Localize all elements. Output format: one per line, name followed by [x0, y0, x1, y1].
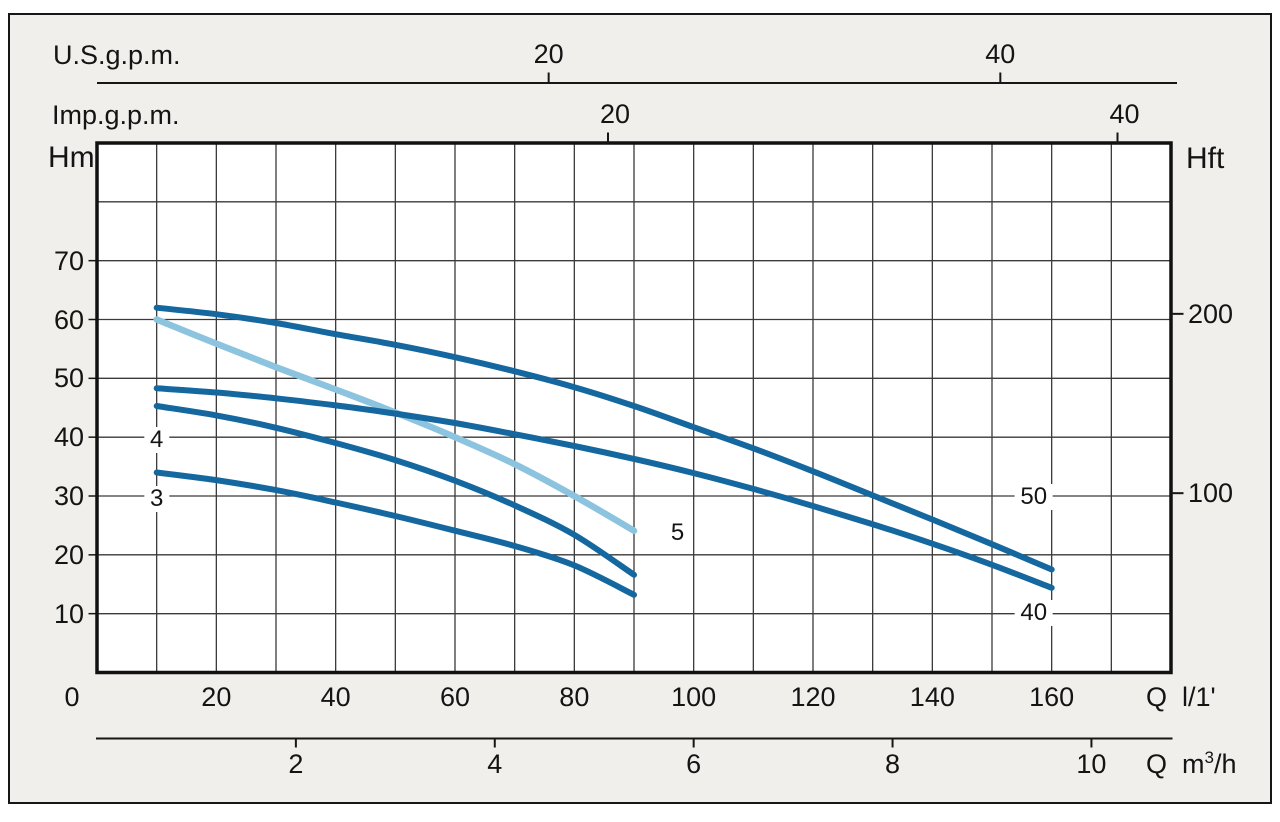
m3-per-h-tick-8: 8	[885, 749, 901, 779]
hft-tick-100: 100	[1188, 478, 1234, 509]
imp-gpm-tick-20: 20	[599, 99, 631, 129]
hm-tick-50: 50	[53, 363, 84, 394]
m3-unit: m	[1182, 749, 1205, 779]
q-symbol: Q	[1146, 682, 1168, 712]
m3-superscript: 3	[1204, 748, 1214, 767]
l-per-min-tick-60: 60	[439, 682, 471, 712]
m3-per-h-tick-10: 10	[1076, 749, 1107, 779]
imp-gpm-axis-label: Imp.g.p.m.	[52, 100, 180, 130]
hm-tick-70: 70	[53, 245, 84, 276]
y-axis-right-label-hft: Hft	[1186, 142, 1225, 175]
us-gpm-tick-40: 40	[985, 39, 1016, 69]
y-axis-label-hm: Hm	[48, 141, 95, 174]
hm-tick-40: 40	[53, 422, 84, 453]
curve-label-3: 3	[143, 485, 170, 512]
l-per-min-tick-160: 160	[1029, 682, 1075, 712]
hm-tick-60: 60	[53, 304, 84, 335]
q-symbol: Q	[1146, 749, 1168, 779]
l-per-min-tick-80: 80	[559, 682, 590, 712]
l-per-min-tick-100: 100	[671, 682, 717, 712]
hft-tick-200: 200	[1188, 298, 1234, 329]
m3-per-h-tick-2: 2	[288, 749, 304, 779]
l-per-min-tick-40: 40	[320, 682, 351, 712]
imp-gpm-tick-40: 40	[1109, 99, 1140, 129]
us-gpm-tick-20: 20	[533, 39, 564, 69]
curve-4	[153, 403, 637, 578]
m3-per-h-tick-6: 6	[686, 749, 702, 779]
l-per-min-tick-120: 120	[790, 682, 836, 712]
hm-tick-20: 20	[53, 539, 84, 570]
l-per-min-tick-0: 0	[64, 682, 80, 712]
l-per-min-unit: l/1'	[1182, 682, 1216, 712]
us-gpm-axis-label: U.S.g.p.m.	[53, 40, 181, 70]
curve-40	[153, 385, 1055, 591]
hm-tick-30: 30	[53, 481, 84, 511]
curve-label-5: 5	[664, 520, 691, 547]
hm-tick-10: 10	[53, 598, 84, 629]
curve-3	[153, 469, 637, 598]
curve-label-40: 40	[1014, 600, 1054, 627]
l-per-min-tick-140: 140	[909, 682, 955, 712]
m3-per-h-tick-4: 4	[487, 749, 503, 779]
curve-label-50: 50	[1014, 484, 1054, 511]
curve-label-4: 4	[143, 427, 170, 454]
l-per-min-tick-20: 20	[201, 682, 232, 712]
curve-50	[153, 304, 1055, 573]
per-h-unit: /h	[1213, 749, 1237, 779]
